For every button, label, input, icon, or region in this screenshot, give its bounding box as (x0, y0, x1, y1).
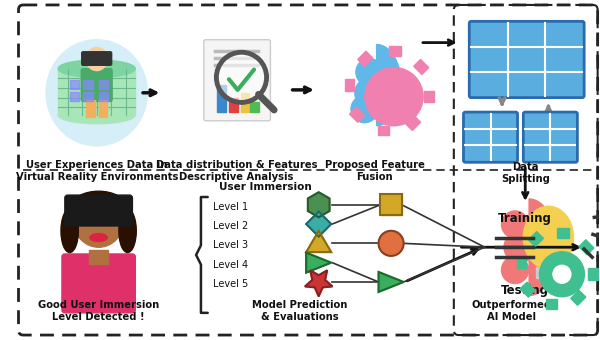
Bar (588, 269, 598, 280)
Bar (58, 69, 136, 115)
Bar (89, 250, 108, 264)
Ellipse shape (86, 47, 107, 71)
Bar (571, 290, 586, 305)
Polygon shape (306, 211, 331, 237)
Bar (520, 282, 535, 297)
Text: Good User Immersion
Level Detected !: Good User Immersion Level Detected ! (38, 300, 159, 322)
Bar (380, 194, 402, 215)
Bar (98, 100, 107, 117)
Bar (377, 125, 389, 135)
Ellipse shape (46, 40, 148, 146)
Polygon shape (84, 257, 113, 273)
Polygon shape (306, 253, 331, 273)
Bar (557, 228, 569, 238)
FancyBboxPatch shape (204, 40, 271, 121)
Text: Proposed Feature
Fusion: Proposed Feature Fusion (325, 160, 425, 182)
FancyBboxPatch shape (463, 112, 518, 162)
Text: Training: Training (499, 212, 552, 225)
FancyBboxPatch shape (81, 69, 112, 101)
Circle shape (351, 96, 378, 123)
Bar (250, 102, 259, 112)
Circle shape (552, 265, 572, 284)
Bar (217, 85, 226, 112)
FancyBboxPatch shape (82, 52, 112, 65)
Bar (229, 98, 238, 112)
Text: Model Prediction
& Evaluations: Model Prediction & Evaluations (252, 300, 347, 322)
Circle shape (356, 58, 383, 86)
Polygon shape (377, 45, 401, 125)
Circle shape (367, 70, 421, 124)
Polygon shape (305, 270, 332, 296)
Polygon shape (529, 199, 557, 295)
Text: Outperformed
AI Model: Outperformed AI Model (472, 300, 552, 322)
Bar (424, 91, 434, 102)
Polygon shape (308, 192, 329, 217)
Bar (406, 115, 421, 131)
Bar (414, 59, 429, 74)
Circle shape (217, 52, 266, 102)
Ellipse shape (71, 194, 127, 244)
Circle shape (379, 231, 404, 256)
Bar (83, 92, 93, 101)
Circle shape (502, 211, 529, 238)
FancyBboxPatch shape (469, 21, 584, 98)
Text: Data distribution & Features
Descriptive Analysis: Data distribution & Features Descriptive… (156, 160, 317, 182)
Bar (98, 80, 108, 89)
Text: User Immersion: User Immersion (219, 182, 312, 191)
Bar (241, 93, 249, 112)
Circle shape (504, 232, 535, 263)
Polygon shape (379, 272, 404, 292)
Ellipse shape (90, 234, 107, 241)
Text: VR: VR (89, 204, 108, 217)
Text: Level 4: Level 4 (212, 260, 248, 270)
Ellipse shape (61, 209, 79, 253)
Bar (345, 79, 355, 91)
Text: Level 1: Level 1 (212, 202, 248, 212)
Text: Level 2: Level 2 (212, 221, 248, 231)
Bar (517, 257, 526, 269)
Text: Testing: Testing (501, 284, 549, 297)
Bar (98, 92, 108, 101)
Polygon shape (306, 231, 331, 252)
Bar (529, 232, 544, 246)
Circle shape (539, 251, 585, 298)
Bar (579, 240, 594, 255)
Circle shape (355, 78, 386, 108)
Text: Data
Splitting: Data Splitting (501, 162, 550, 184)
Text: Level 3: Level 3 (212, 240, 248, 250)
Bar (70, 80, 79, 89)
Ellipse shape (119, 209, 136, 253)
Bar (350, 107, 365, 122)
Ellipse shape (523, 206, 574, 269)
Bar (358, 51, 373, 66)
FancyBboxPatch shape (65, 195, 133, 226)
Bar (545, 299, 557, 309)
Ellipse shape (58, 60, 136, 77)
Bar (70, 92, 79, 101)
Text: User Experiences Data in
Virtual Reality Environments: User Experiences Data in Virtual Reality… (16, 160, 178, 182)
Text: Level 5: Level 5 (212, 279, 248, 289)
Ellipse shape (58, 106, 136, 124)
Bar (389, 47, 401, 56)
FancyBboxPatch shape (62, 254, 136, 313)
FancyBboxPatch shape (523, 112, 577, 162)
Bar (86, 100, 95, 117)
Circle shape (502, 256, 529, 284)
Bar (536, 267, 557, 278)
Bar (380, 194, 402, 215)
Ellipse shape (74, 199, 123, 247)
Bar (83, 80, 93, 89)
Ellipse shape (72, 191, 125, 220)
